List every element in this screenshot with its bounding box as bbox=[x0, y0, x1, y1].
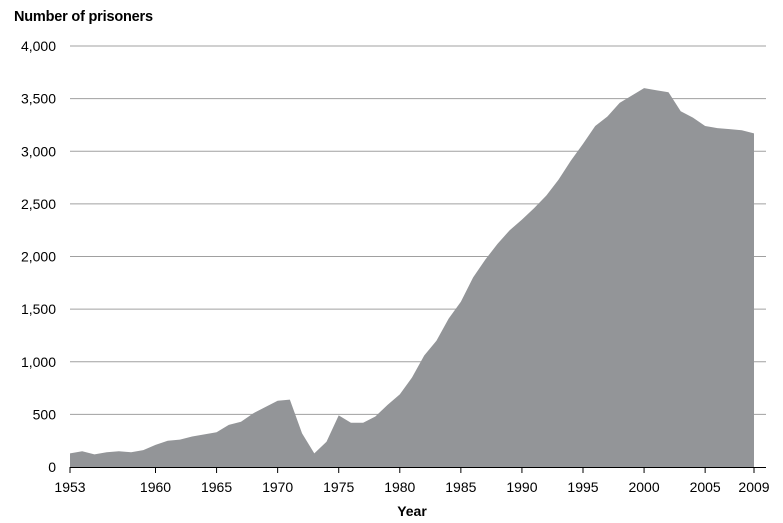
x-tick-label: 1990 bbox=[506, 479, 537, 495]
y-axis-ticks: 0 500 1,000 1,500 2,000 2,500 3,000 3,500 4,000 bbox=[21, 38, 56, 475]
y-axis-title: Number of prisoners bbox=[14, 9, 153, 25]
x-tick-label: 2000 bbox=[628, 479, 659, 495]
y-tick-label: 2,500 bbox=[21, 196, 56, 212]
x-tick-label: 2009 bbox=[738, 479, 769, 495]
y-tick-label: 500 bbox=[33, 406, 57, 422]
x-tick-label: 1980 bbox=[384, 479, 415, 495]
y-tick-label: 3,500 bbox=[21, 91, 56, 107]
x-tick-label: 1975 bbox=[323, 479, 354, 495]
x-tick-label: 2005 bbox=[690, 479, 721, 495]
y-tick-label: 0 bbox=[48, 459, 56, 475]
x-tick-label: 1985 bbox=[445, 479, 476, 495]
x-axis-ticks: 1953 1960 1965 1970 1975 1980 1985 1990 1995 2000… bbox=[54, 467, 770, 495]
y-tick-label: 4,000 bbox=[21, 38, 56, 54]
y-tick-label: 1,500 bbox=[21, 301, 56, 317]
area-series bbox=[70, 88, 754, 467]
x-axis-title: Year bbox=[397, 503, 427, 519]
x-tick-label: 1953 bbox=[54, 479, 85, 495]
y-tick-label: 2,000 bbox=[21, 249, 56, 265]
y-tick-label: 3,000 bbox=[21, 143, 56, 159]
x-tick-label: 1995 bbox=[567, 479, 598, 495]
x-tick-label: 1960 bbox=[140, 479, 171, 495]
y-tick-label: 1,000 bbox=[21, 354, 56, 370]
x-tick-label: 1965 bbox=[201, 479, 232, 495]
x-tick-label: 1970 bbox=[262, 479, 293, 495]
